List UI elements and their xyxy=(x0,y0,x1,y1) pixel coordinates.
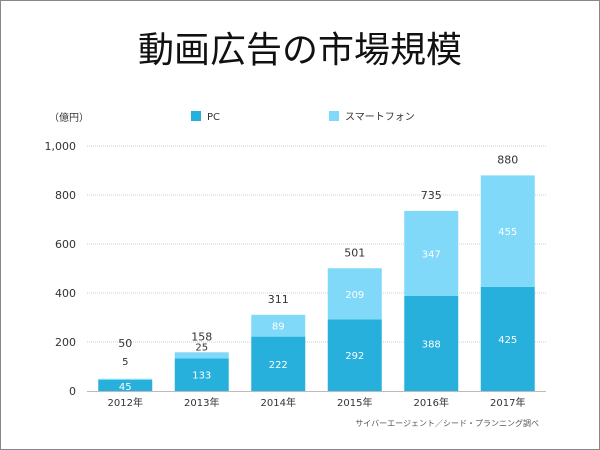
total-label: 50 xyxy=(118,337,132,350)
data-label: 133 xyxy=(192,371,211,382)
x-tick-label: 2015年 xyxy=(337,396,372,409)
x-tick-label: 2013年 xyxy=(184,396,219,409)
bar-pc xyxy=(404,295,459,391)
data-label: 222 xyxy=(269,360,288,371)
bar-pc xyxy=(98,379,153,391)
data-label: 455 xyxy=(498,227,517,238)
data-label: 5 xyxy=(122,357,128,368)
source-note: サイバーエージェント／シード・プランニング調べ xyxy=(355,418,539,428)
data-label: 209 xyxy=(345,290,364,301)
y-tick-label: 800 xyxy=(55,189,76,202)
bar-smartphone xyxy=(327,268,382,320)
data-label: 45 xyxy=(119,382,132,393)
legend-swatch-0 xyxy=(191,111,201,121)
bar-smartphone xyxy=(251,314,306,337)
legend-label: PC xyxy=(207,112,220,123)
y-tick-label: 600 xyxy=(55,238,76,251)
y-tick-label: 200 xyxy=(55,336,76,349)
legend-swatch-1 xyxy=(329,111,339,121)
bar-smartphone xyxy=(174,352,229,359)
total-label: 501 xyxy=(344,246,365,259)
total-label: 735 xyxy=(421,189,442,202)
x-tick-label: 2014年 xyxy=(261,396,296,409)
legend-label: スマートフォン xyxy=(345,112,415,123)
data-label: 25 xyxy=(195,342,208,353)
bar-pc xyxy=(327,319,382,391)
y-tick-label: 400 xyxy=(55,287,76,300)
y-tick-label: 1,000 xyxy=(45,140,77,153)
bar-pc xyxy=(174,358,229,391)
data-label: 347 xyxy=(422,249,441,260)
total-label: 158 xyxy=(191,330,212,343)
data-label: 89 xyxy=(272,322,285,333)
x-tick-label: 2016年 xyxy=(414,396,449,409)
bar-smartphone xyxy=(98,378,153,380)
bar-smartphone xyxy=(404,210,459,296)
chart-title: 動画広告の市場規模 xyxy=(137,30,462,71)
bar-pc xyxy=(480,286,535,391)
data-label: 292 xyxy=(345,351,364,362)
bar-pc xyxy=(251,336,306,391)
y-axis-unit-label: （億円） xyxy=(49,111,89,124)
x-tick-label: 2012年 xyxy=(108,396,143,409)
total-label: 880 xyxy=(497,153,518,166)
data-label: 388 xyxy=(422,339,441,350)
data-label: 425 xyxy=(498,335,517,346)
y-tick-label: 0 xyxy=(69,385,76,398)
bar-smartphone xyxy=(480,175,535,287)
x-tick-label: 2017年 xyxy=(490,396,525,409)
total-label: 311 xyxy=(268,293,289,306)
